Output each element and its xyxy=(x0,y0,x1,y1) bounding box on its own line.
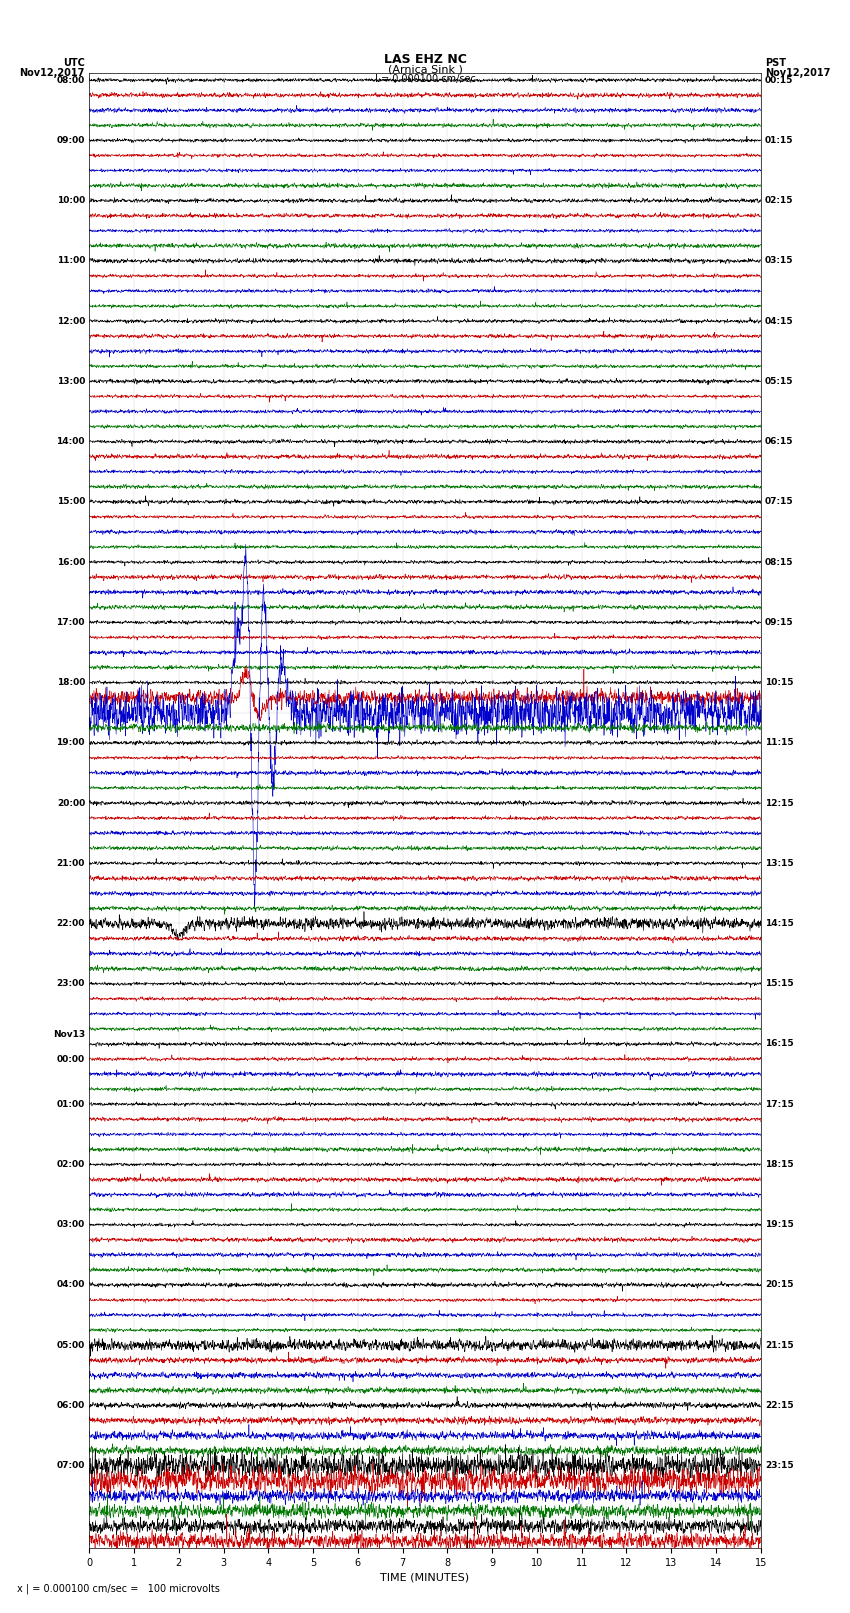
Text: 10:00: 10:00 xyxy=(57,197,85,205)
Text: x | = 0.000100 cm/sec =   100 microvolts: x | = 0.000100 cm/sec = 100 microvolts xyxy=(17,1584,220,1594)
Text: 16:15: 16:15 xyxy=(765,1039,794,1048)
Text: PST: PST xyxy=(765,58,786,68)
Text: 06:15: 06:15 xyxy=(765,437,794,447)
Text: 13:00: 13:00 xyxy=(57,377,85,386)
Text: 09:15: 09:15 xyxy=(765,618,794,627)
Text: 17:15: 17:15 xyxy=(765,1100,794,1108)
Text: 08:00: 08:00 xyxy=(57,76,85,84)
Text: (Arnica Sink ): (Arnica Sink ) xyxy=(388,65,462,74)
Text: 01:00: 01:00 xyxy=(57,1100,85,1108)
Text: 22:00: 22:00 xyxy=(57,919,85,927)
Text: 06:00: 06:00 xyxy=(57,1402,85,1410)
Text: 20:00: 20:00 xyxy=(57,798,85,808)
Text: 11:15: 11:15 xyxy=(765,739,794,747)
Text: 13:15: 13:15 xyxy=(765,858,794,868)
X-axis label: TIME (MINUTES): TIME (MINUTES) xyxy=(381,1573,469,1582)
Text: 17:00: 17:00 xyxy=(56,618,85,627)
Text: 21:00: 21:00 xyxy=(57,858,85,868)
Text: Nov13: Nov13 xyxy=(53,1031,85,1039)
Text: 15:00: 15:00 xyxy=(57,497,85,506)
Text: 12:00: 12:00 xyxy=(57,316,85,326)
Text: 02:00: 02:00 xyxy=(57,1160,85,1169)
Text: Nov12,2017: Nov12,2017 xyxy=(20,68,85,77)
Text: 16:00: 16:00 xyxy=(57,558,85,566)
Text: 09:00: 09:00 xyxy=(57,135,85,145)
Text: 15:15: 15:15 xyxy=(765,979,794,989)
Text: 07:00: 07:00 xyxy=(57,1461,85,1469)
Text: 11:00: 11:00 xyxy=(57,256,85,265)
Text: UTC: UTC xyxy=(63,58,85,68)
Text: 05:00: 05:00 xyxy=(57,1340,85,1350)
Text: 21:15: 21:15 xyxy=(765,1340,794,1350)
Text: 08:15: 08:15 xyxy=(765,558,794,566)
Text: 18:15: 18:15 xyxy=(765,1160,794,1169)
Text: 03:00: 03:00 xyxy=(57,1219,85,1229)
Text: 10:15: 10:15 xyxy=(765,677,794,687)
Text: 07:15: 07:15 xyxy=(765,497,794,506)
Text: 02:15: 02:15 xyxy=(765,197,794,205)
Text: 19:15: 19:15 xyxy=(765,1219,794,1229)
Text: 23:00: 23:00 xyxy=(57,979,85,989)
Text: 14:15: 14:15 xyxy=(765,919,794,927)
Text: I = 0.000100 cm/sec: I = 0.000100 cm/sec xyxy=(375,74,475,84)
Text: 14:00: 14:00 xyxy=(56,437,85,447)
Text: 04:00: 04:00 xyxy=(57,1281,85,1289)
Text: 05:15: 05:15 xyxy=(765,377,794,386)
Text: LAS EHZ NC: LAS EHZ NC xyxy=(383,53,467,66)
Text: 01:15: 01:15 xyxy=(765,135,794,145)
Text: 03:15: 03:15 xyxy=(765,256,794,265)
Text: 23:15: 23:15 xyxy=(765,1461,794,1469)
Text: 00:00: 00:00 xyxy=(57,1055,85,1063)
Text: 04:15: 04:15 xyxy=(765,316,794,326)
Text: 20:15: 20:15 xyxy=(765,1281,794,1289)
Text: 00:15: 00:15 xyxy=(765,76,793,84)
Text: 19:00: 19:00 xyxy=(56,739,85,747)
Text: 18:00: 18:00 xyxy=(57,677,85,687)
Text: Nov12,2017: Nov12,2017 xyxy=(765,68,830,77)
Text: 22:15: 22:15 xyxy=(765,1402,794,1410)
Text: 12:15: 12:15 xyxy=(765,798,794,808)
